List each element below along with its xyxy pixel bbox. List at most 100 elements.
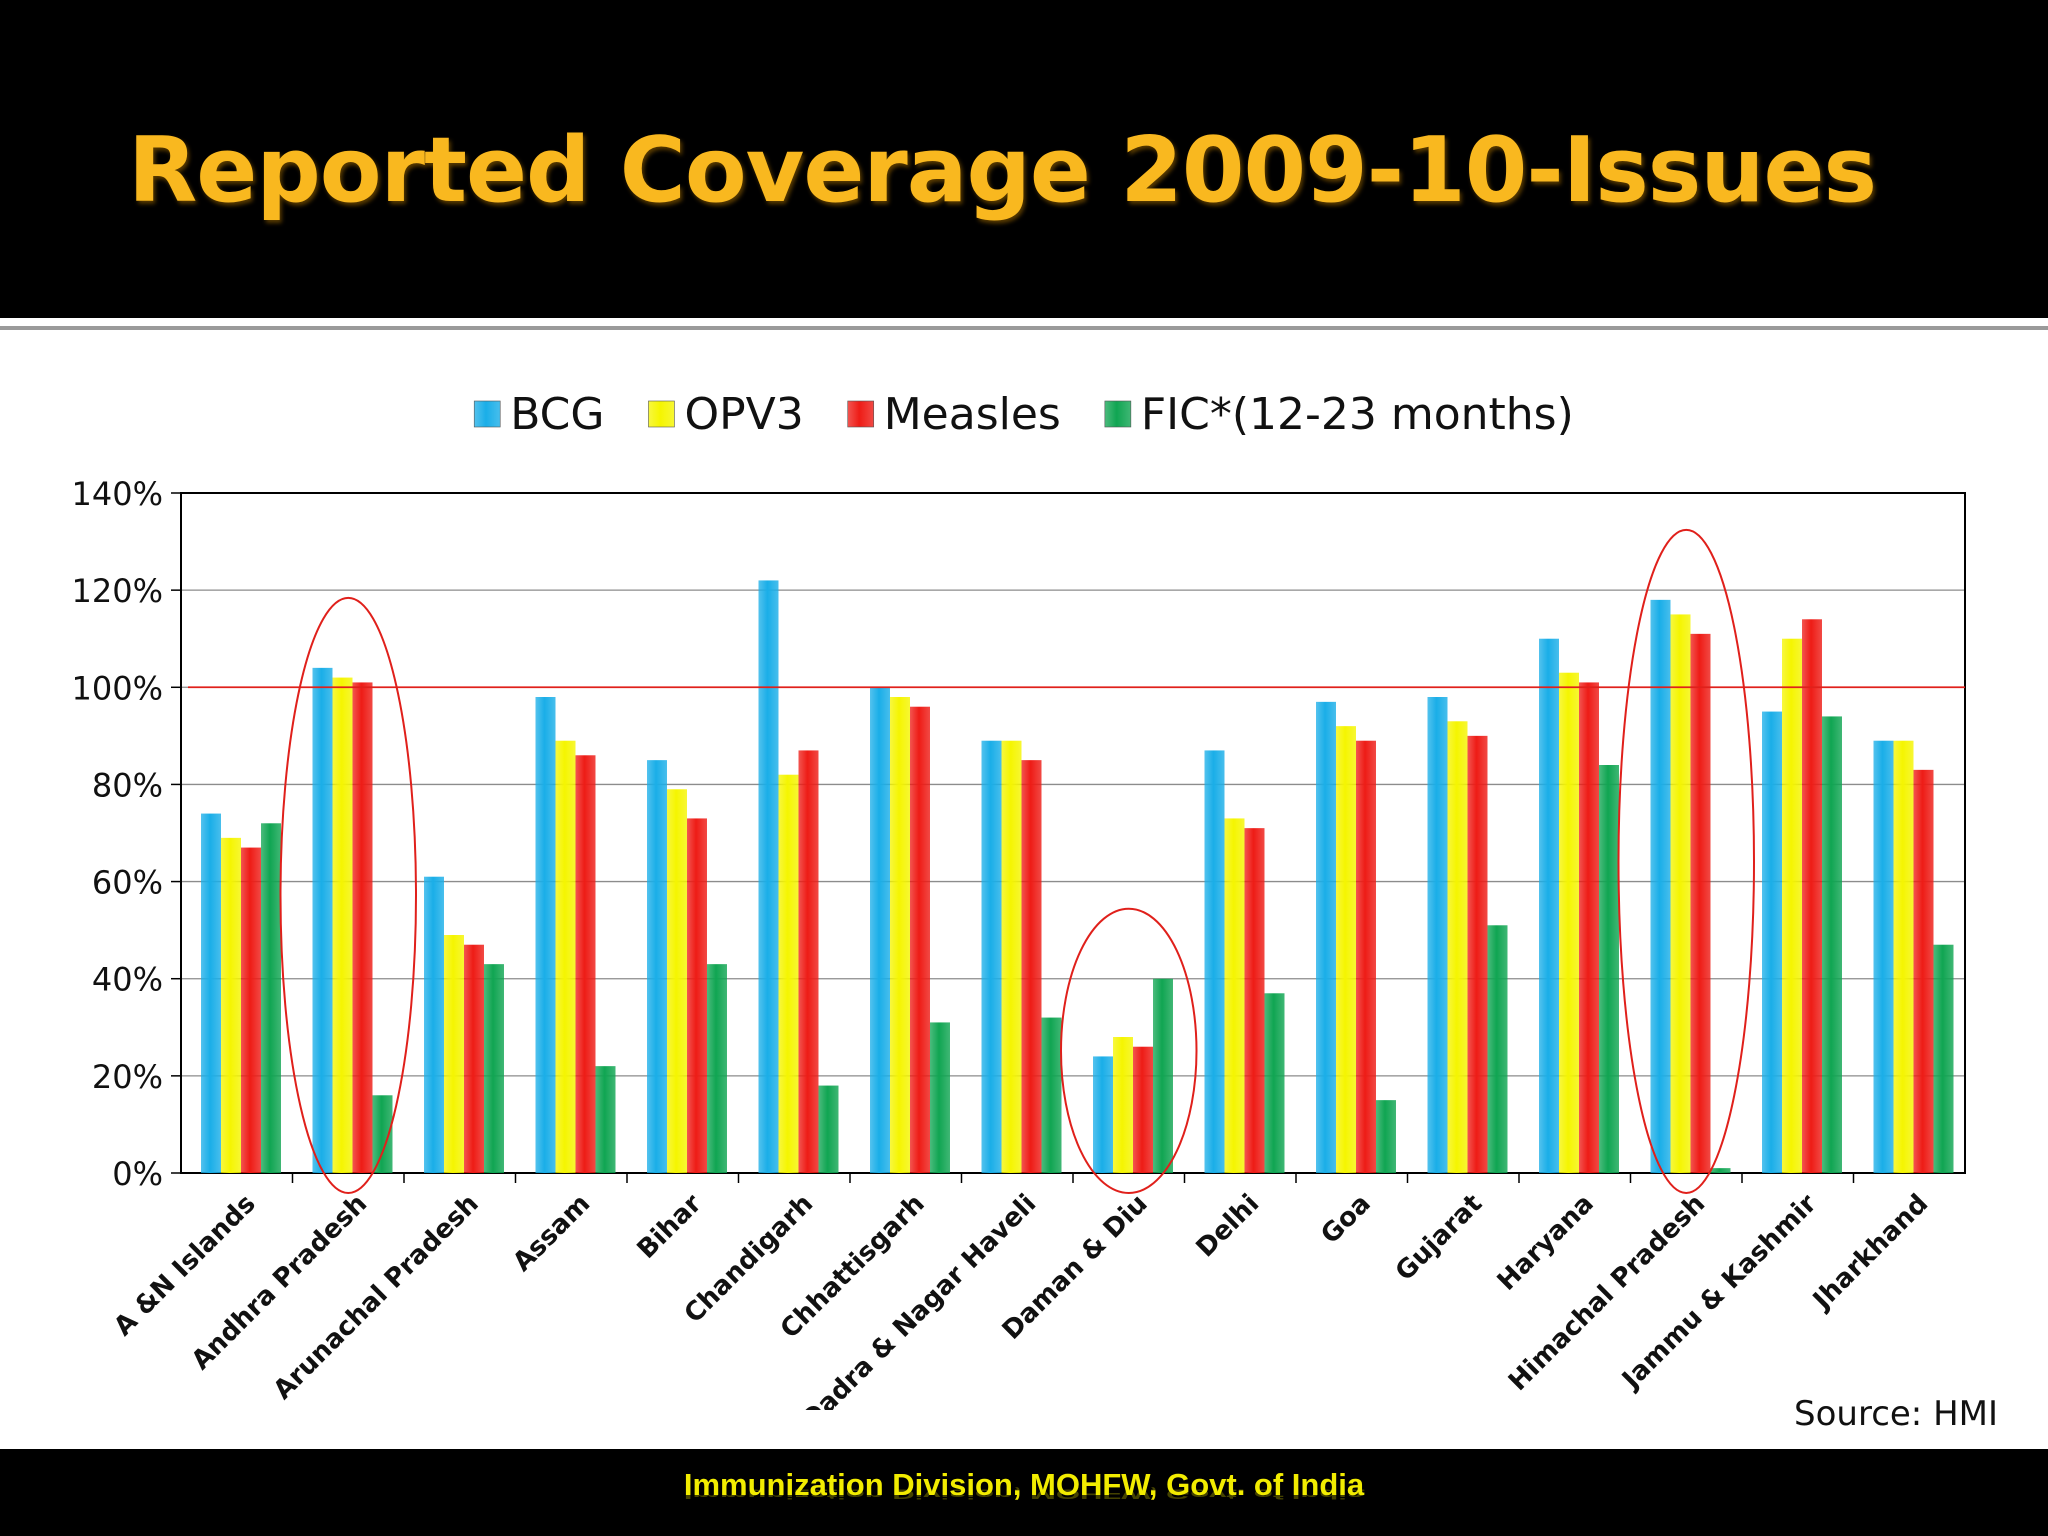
x-tick-label: Himachal Pradesh: [1503, 1189, 1711, 1397]
bar-measles: [464, 944, 484, 1173]
bar-opv3: [1224, 818, 1245, 1173]
x-tick-label: Jharkhand: [1806, 1189, 1934, 1317]
bar-bcg: [312, 667, 333, 1173]
bar-measles: [1244, 828, 1265, 1173]
legend-label: BCG: [510, 389, 604, 440]
bar-measles: [1021, 760, 1042, 1173]
bar-measles: [241, 847, 261, 1173]
legend-label: OPV3: [684, 389, 803, 440]
bar-fic: [1376, 1100, 1396, 1173]
bar-fic: [595, 1066, 616, 1173]
bar-opv3: [444, 935, 464, 1173]
bar-measles: [798, 750, 819, 1173]
bar-measles: [1690, 633, 1711, 1173]
bar-opv3: [890, 697, 910, 1173]
bar-fic: [1487, 925, 1508, 1173]
bar-bcg: [1762, 711, 1782, 1173]
y-tick-label: 100%: [72, 669, 163, 707]
bar-opv3: [1001, 740, 1022, 1173]
bar-bcg: [1650, 599, 1671, 1173]
footer-text: Immunization Division, MOHFW, Govt. of I…: [683, 1467, 1365, 1502]
bar-measles: [1133, 1046, 1153, 1173]
bar-opv3: [1670, 614, 1691, 1173]
coverage-bar-chart: 0%20%40%60%80%100%120%140%A &N IslandsAn…: [72, 389, 1966, 1410]
x-tick-label: Gujarat: [1390, 1189, 1488, 1287]
bar-bcg: [981, 740, 1002, 1173]
bar-fic: [707, 964, 727, 1173]
bar-fic: [1153, 978, 1173, 1173]
bar-opv3: [667, 789, 687, 1173]
bar-bcg: [201, 813, 221, 1173]
bar-bcg: [424, 876, 444, 1173]
bar-fic: [261, 823, 281, 1173]
bar-bcg: [1316, 701, 1336, 1173]
footer-text-reflection: Immunization Division, MOHFW, Govt. of I…: [683, 1486, 1365, 1502]
bar-opv3: [1113, 1037, 1133, 1173]
legend-swatch: [1104, 400, 1132, 428]
x-tick-label: Arunachal Pradesh: [268, 1189, 485, 1406]
bar-fic: [818, 1085, 839, 1173]
highlight-ellipse: [1617, 528, 1755, 1195]
highlight-ellipse: [1060, 907, 1198, 1195]
footer-bar: Immunization Division, MOHFW, Govt. of I…: [0, 1449, 2048, 1536]
y-tick-label: 140%: [72, 475, 163, 513]
x-tick-label: Assam: [507, 1189, 596, 1278]
bar-fic: [372, 1095, 393, 1173]
bar-measles: [1356, 740, 1376, 1173]
y-tick-label: 60%: [92, 864, 163, 902]
bar-measles: [687, 818, 707, 1173]
y-tick-label: 120%: [72, 572, 163, 610]
legend-swatch: [648, 400, 675, 428]
bar-bcg: [1539, 638, 1559, 1173]
header-divider: [0, 326, 2048, 330]
source-note: Source: HMI: [1794, 1394, 1998, 1434]
x-tick-label: Jammu & Kashmir: [1615, 1189, 1822, 1396]
bar-opv3: [1336, 726, 1356, 1173]
x-tick-label: Delhi: [1191, 1189, 1266, 1264]
bar-measles: [575, 755, 596, 1173]
bar-fic: [1041, 1017, 1062, 1173]
legend-swatch: [473, 400, 501, 428]
bar-fic: [1933, 944, 1954, 1173]
bar-bcg: [1873, 740, 1894, 1173]
bar-measles: [352, 682, 373, 1173]
bar-opv3: [221, 837, 241, 1173]
bar-bcg: [870, 687, 890, 1173]
bar-fic: [1599, 765, 1619, 1173]
bar-fic: [1710, 1168, 1731, 1173]
bar-measles: [1802, 619, 1822, 1173]
bar-fic: [1822, 716, 1842, 1173]
bar-measles: [1579, 682, 1599, 1173]
x-tick-label: Goa: [1315, 1189, 1376, 1250]
y-tick-label: 0%: [112, 1155, 163, 1193]
bar-opv3: [778, 774, 799, 1173]
bar-fic: [930, 1022, 950, 1173]
bar-measles: [910, 706, 930, 1173]
y-tick-label: 80%: [92, 766, 163, 804]
slide-title: Reported Coverage 2009-10-Issues: [128, 118, 1877, 223]
bar-opv3: [332, 677, 353, 1173]
bar-fic: [1264, 993, 1285, 1173]
legend-swatch: [847, 400, 875, 428]
bar-opv3: [1782, 638, 1802, 1173]
legend-label: Measles: [884, 389, 1061, 440]
bar-opv3: [555, 740, 576, 1173]
highlight-ellipse: [279, 596, 417, 1195]
bar-bcg: [1427, 697, 1448, 1173]
bar-bcg: [1204, 750, 1225, 1173]
bar-bcg: [1093, 1056, 1113, 1173]
bar-bcg: [758, 580, 779, 1173]
bar-measles: [1913, 769, 1934, 1173]
x-tick-label: Bihar: [632, 1189, 708, 1265]
y-tick-label: 20%: [92, 1058, 163, 1096]
legend-label: FIC*(12-23 months): [1141, 389, 1574, 440]
bar-opv3: [1893, 740, 1914, 1173]
bar-opv3: [1447, 721, 1468, 1173]
title-bar: Reported Coverage 2009-10-Issues: [0, 0, 2048, 318]
y-tick-label: 40%: [92, 961, 163, 999]
bar-bcg: [535, 697, 556, 1173]
x-tick-label: Haryana: [1492, 1189, 1600, 1297]
bar-fic: [484, 964, 504, 1173]
bar-measles: [1467, 735, 1488, 1173]
bar-bcg: [647, 760, 667, 1173]
